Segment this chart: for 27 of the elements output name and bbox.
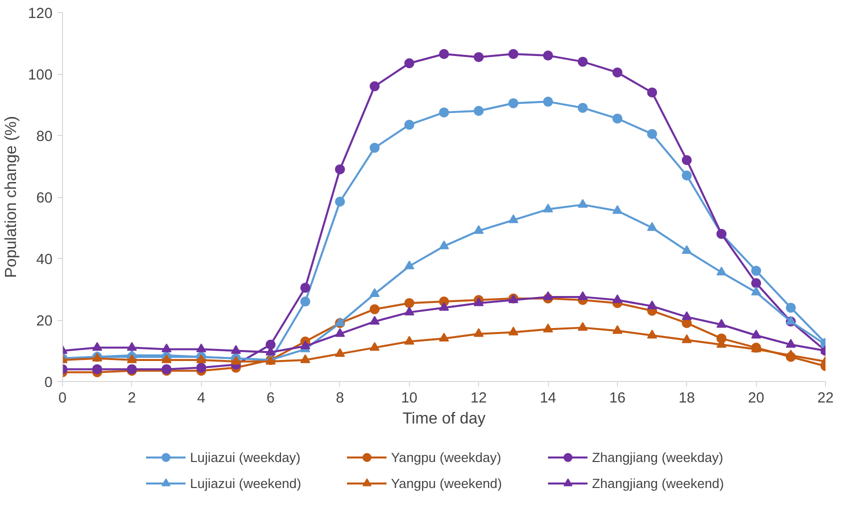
legend-label: Zhangjiang (weekend) <box>592 476 725 490</box>
x-tick-label: 12 <box>470 390 487 406</box>
x-tick-label: 8 <box>336 390 344 406</box>
y-tick-label: 120 <box>28 6 53 22</box>
legend-label: Yangpu (weekday) <box>391 450 502 464</box>
y-tick-label: 20 <box>36 314 53 330</box>
legend-label: Zhangjiang (weekday) <box>592 450 724 464</box>
y-tick-label: 40 <box>36 252 53 268</box>
y-tick-label: 60 <box>36 190 53 206</box>
x-tick-label: 22 <box>817 390 834 406</box>
x-tick-label: 10 <box>401 390 418 406</box>
x-tick-label: 14 <box>540 390 556 406</box>
y-tick-label: 80 <box>36 129 53 145</box>
x-tick-label: 0 <box>58 390 67 406</box>
x-tick-label: 20 <box>748 390 764 406</box>
x-tick-label: 4 <box>197 390 206 406</box>
y-tick-label: 0 <box>44 375 53 391</box>
x-tick-label: 18 <box>678 390 695 406</box>
legend-label: Lujiazui (weekend) <box>190 476 302 490</box>
x-tick-label: 6 <box>266 390 275 406</box>
x-tick-label: 2 <box>128 390 136 406</box>
x-tick-label: 16 <box>609 390 626 406</box>
legend-label: Lujiazui (weekday) <box>190 450 302 464</box>
x-axis-title: Time of day <box>402 410 486 428</box>
y-tick-label: 100 <box>28 68 53 84</box>
y-axis-title: Population change (%) <box>3 116 20 278</box>
legend-label: Yangpu (weekend) <box>391 476 503 490</box>
